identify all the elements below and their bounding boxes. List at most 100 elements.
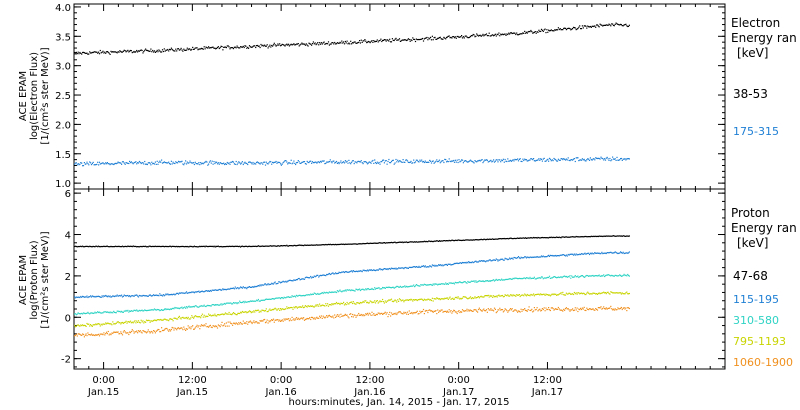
data-point bbox=[288, 45, 290, 47]
data-point bbox=[571, 28, 573, 30]
data-point bbox=[309, 294, 311, 296]
data-point bbox=[187, 292, 189, 294]
x-tick-label-time: 12:00 bbox=[178, 375, 207, 386]
data-point bbox=[128, 321, 130, 323]
data-point bbox=[530, 158, 532, 160]
data-point bbox=[256, 300, 259, 302]
data-point bbox=[587, 252, 589, 254]
data-point bbox=[190, 328, 192, 330]
data-point bbox=[110, 163, 112, 165]
data-point bbox=[272, 308, 274, 311]
data-point bbox=[522, 294, 524, 296]
data-point bbox=[375, 242, 377, 244]
data-point bbox=[173, 329, 175, 331]
data-point bbox=[199, 291, 201, 293]
data-point bbox=[564, 255, 567, 257]
data-point bbox=[341, 315, 343, 317]
data-point bbox=[125, 309, 127, 312]
data-point bbox=[98, 246, 101, 248]
data-point bbox=[191, 291, 193, 293]
data-point bbox=[104, 295, 106, 297]
data-point bbox=[303, 278, 306, 280]
data-point bbox=[91, 246, 93, 248]
data-point bbox=[257, 245, 259, 247]
data-point bbox=[570, 29, 572, 31]
data-point bbox=[368, 161, 370, 163]
data-point bbox=[502, 311, 504, 313]
data-point bbox=[481, 239, 483, 241]
data-point bbox=[565, 29, 567, 31]
data-point bbox=[479, 296, 481, 298]
data-point bbox=[545, 293, 547, 295]
data-point bbox=[154, 161, 156, 163]
data-point bbox=[460, 297, 462, 299]
data-point bbox=[457, 239, 459, 241]
data-point bbox=[520, 294, 522, 297]
data-point bbox=[317, 161, 319, 163]
data-point bbox=[225, 289, 227, 291]
data-point bbox=[168, 246, 170, 248]
data-point bbox=[255, 245, 257, 247]
data-point bbox=[389, 299, 391, 301]
data-point bbox=[477, 239, 480, 241]
data-point bbox=[167, 308, 169, 310]
data-point bbox=[411, 285, 413, 287]
data-point bbox=[605, 24, 607, 26]
data-point bbox=[611, 23, 613, 25]
data-point bbox=[575, 292, 577, 294]
data-point bbox=[230, 313, 232, 315]
data-point bbox=[266, 162, 268, 165]
data-point bbox=[101, 295, 103, 297]
data-point bbox=[454, 296, 456, 299]
data-point bbox=[580, 292, 582, 294]
electron-ylabel-line1: ACE EPAM bbox=[18, 71, 29, 121]
data-point bbox=[171, 308, 173, 310]
data-point bbox=[204, 305, 206, 307]
data-point bbox=[326, 42, 328, 45]
data-point bbox=[400, 241, 402, 243]
data-point bbox=[85, 312, 87, 314]
data-point bbox=[628, 251, 630, 253]
data-point bbox=[504, 294, 506, 296]
data-point bbox=[507, 294, 509, 296]
data-point bbox=[153, 330, 156, 332]
data-point bbox=[244, 161, 246, 163]
data-point bbox=[271, 282, 273, 284]
data-point bbox=[165, 327, 167, 330]
data-point bbox=[566, 236, 568, 238]
data-point bbox=[328, 44, 330, 46]
data-point bbox=[234, 46, 236, 48]
data-point bbox=[74, 51, 76, 54]
data-point bbox=[335, 291, 338, 294]
data-point bbox=[332, 42, 334, 44]
data-point bbox=[348, 42, 350, 44]
data-point bbox=[413, 284, 415, 286]
data-point bbox=[165, 49, 167, 51]
data-point bbox=[382, 242, 385, 244]
data-point bbox=[253, 320, 255, 322]
data-point bbox=[95, 323, 97, 325]
data-point bbox=[233, 46, 235, 48]
data-point bbox=[589, 157, 591, 159]
data-point bbox=[157, 294, 159, 296]
data-point bbox=[539, 308, 541, 310]
data-point bbox=[252, 300, 254, 302]
data-point bbox=[435, 240, 437, 242]
data-point bbox=[464, 296, 466, 298]
data-point bbox=[609, 307, 611, 309]
data-point bbox=[143, 330, 145, 332]
data-point bbox=[357, 160, 359, 163]
data-point bbox=[137, 330, 140, 332]
data-point bbox=[523, 295, 525, 297]
data-point bbox=[497, 295, 499, 297]
data-point bbox=[528, 159, 530, 161]
data-point bbox=[276, 162, 278, 164]
data-point bbox=[225, 163, 227, 165]
data-point bbox=[194, 161, 196, 163]
data-point bbox=[364, 161, 366, 163]
data-point bbox=[488, 280, 490, 282]
data-point bbox=[500, 161, 502, 163]
data-point bbox=[263, 245, 265, 247]
data-point bbox=[563, 294, 565, 296]
data-point bbox=[350, 40, 352, 42]
